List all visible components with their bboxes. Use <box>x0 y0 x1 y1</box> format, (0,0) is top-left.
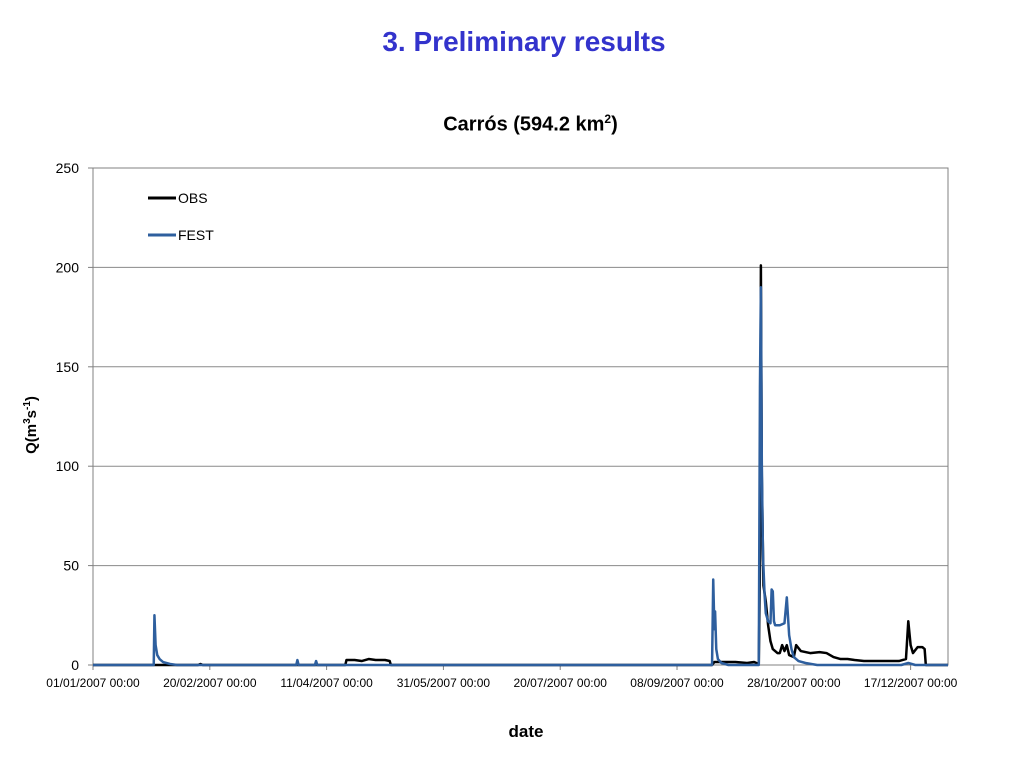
y-tick-label: 250 <box>56 160 80 176</box>
y-tick-label: 50 <box>63 558 79 574</box>
legend: OBS FEST <box>148 190 214 243</box>
slide-title: 3. Preliminary results <box>382 26 666 57</box>
y-tick-label: 0 <box>71 657 79 673</box>
x-tick-label: 01/01/2007 00:00 <box>46 676 140 690</box>
x-tick-label: 31/05/2007 00:00 <box>397 676 491 690</box>
y-axis-label-mid: s <box>23 410 40 419</box>
chart-title-main: Carrós (594.2 km <box>443 113 605 136</box>
x-tick-label: 08/09/2007 00:00 <box>630 676 724 690</box>
x-axis-label: date <box>508 722 544 741</box>
y-axis-label-post: ) <box>23 396 40 402</box>
x-tick-label: 28/10/2007 00:00 <box>747 676 841 690</box>
x-tick-label: 11/04/2007 00:00 <box>280 676 373 690</box>
series-lines <box>93 264 948 667</box>
chart-title: Carrós (594.2 km2) <box>0 112 1024 137</box>
y-tick-label: 100 <box>56 458 80 474</box>
chart-title-superscript: 2 <box>604 112 612 126</box>
y-tick-label: 150 <box>56 359 80 375</box>
x-tick-label: 20/07/2007 00:00 <box>514 676 608 690</box>
y-axis-label-sup2: -1 <box>22 401 33 410</box>
x-tick-label: 20/02/2007 00:00 <box>163 676 257 690</box>
x-axis-ticks: 01/01/2007 00:00 20/02/2007 00:00 11/04/20… <box>46 665 958 690</box>
y-axis-label-sup1: 3 <box>22 418 33 424</box>
y-axis-ticks: 0 50 100 150 200 250 <box>56 160 93 673</box>
legend-label-fest: FEST <box>178 227 214 243</box>
legend-label-obs: OBS <box>178 190 208 206</box>
y-tick-label: 200 <box>56 259 80 275</box>
series-line-fest <box>93 286 948 667</box>
y-axis-label-pre: Q(m <box>23 423 40 454</box>
plot-area-border <box>92 167 949 666</box>
grid-lines <box>93 266 948 567</box>
series-line-obs <box>93 264 948 667</box>
x-tick-label: 17/12/2007 00:00 <box>864 676 958 690</box>
y-axis-label: Q(m3s-1) <box>22 396 40 454</box>
chart-title-tail: ) <box>611 113 618 136</box>
